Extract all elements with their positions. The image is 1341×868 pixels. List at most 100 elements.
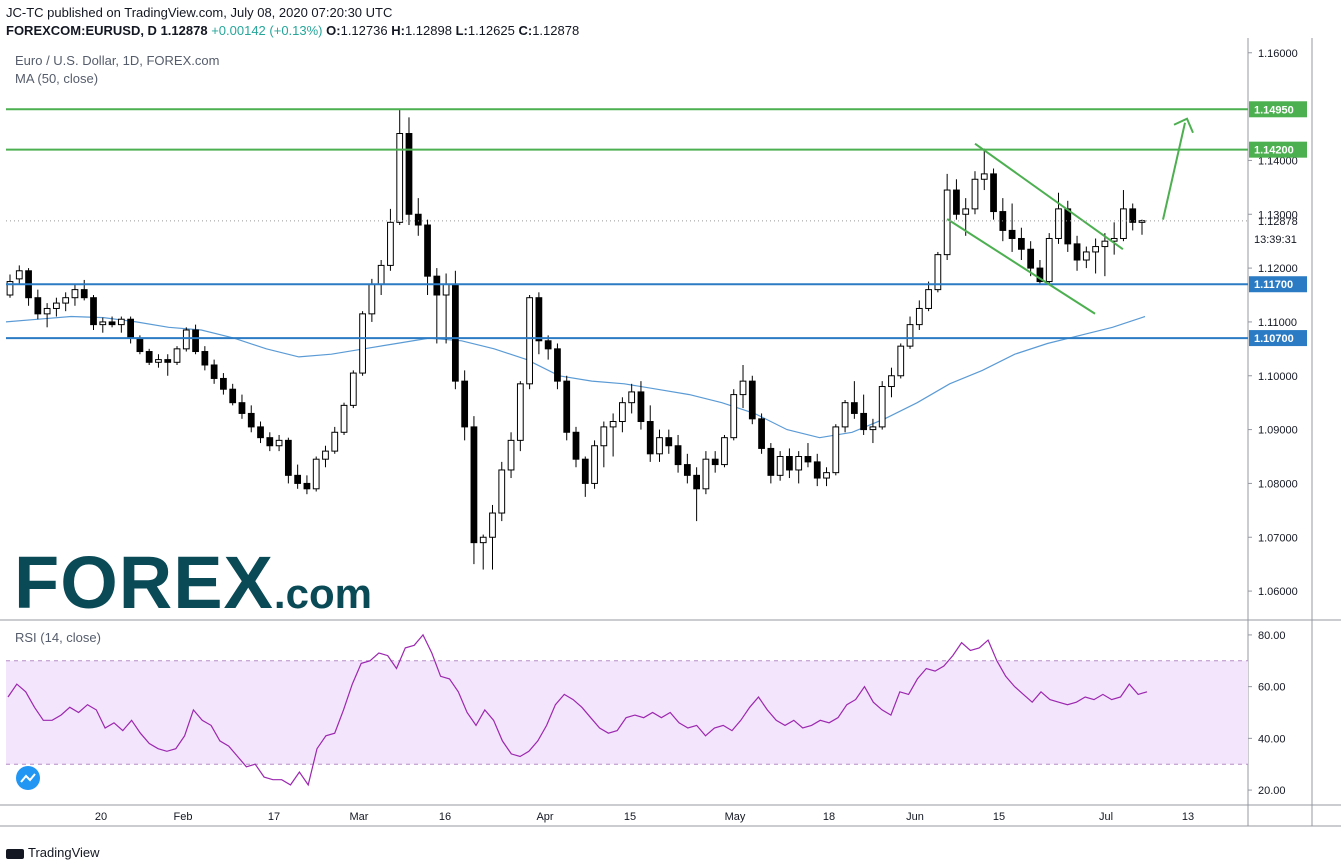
- candle-body: [15, 270, 23, 280]
- candle-body: [498, 469, 506, 514]
- time-tick-label: 17: [268, 811, 280, 823]
- candle-body: [841, 402, 849, 428]
- price-tick-label: 1.08000: [1258, 478, 1298, 490]
- candle-body: [962, 208, 970, 215]
- candle-body: [322, 450, 329, 460]
- candle-body: [693, 474, 700, 490]
- level-label: 1.10700: [1254, 333, 1294, 345]
- channel-trend-line: [974, 142, 1124, 250]
- candle-body: [489, 512, 496, 538]
- ma-legend[interactable]: MA (50, close): [15, 71, 99, 86]
- candle-body: [145, 351, 153, 363]
- candle-body: [229, 388, 237, 404]
- candle-body: [535, 297, 543, 342]
- candle-body: [1073, 243, 1081, 261]
- candle-body: [387, 221, 394, 266]
- candle-body: [813, 461, 821, 479]
- candle-body: [479, 536, 487, 544]
- candle-body: [71, 289, 79, 299]
- candle-body: [136, 337, 144, 353]
- publisher-line: JC-TC published on TradingView.com, July…: [6, 5, 393, 20]
- candle-body: [637, 391, 645, 423]
- tradingview-footer[interactable]: TradingView: [6, 845, 100, 860]
- last-price-label: 1.12878: [1258, 216, 1298, 228]
- price-tick-label: 1.13000: [1258, 209, 1298, 221]
- level-label-bg: [1249, 101, 1307, 118]
- candle-body: [173, 348, 181, 363]
- candle-body: [182, 329, 190, 350]
- tradingview-icon: [6, 848, 24, 859]
- forex-logo: FOREX.com: [14, 540, 372, 625]
- candle-body: [201, 351, 209, 366]
- candle-body: [563, 380, 571, 433]
- price-tick-label: 1.10000: [1258, 371, 1298, 383]
- candle-body: [786, 456, 793, 471]
- symbol[interactable]: FOREXCOM:EURUSD, D: [6, 23, 157, 38]
- candle-body: [405, 133, 413, 215]
- candle-body: [600, 426, 608, 447]
- candle-body: [702, 458, 710, 490]
- rsi-tick-label: 20.00: [1258, 785, 1286, 797]
- price-tick-label: 1.16000: [1258, 48, 1298, 60]
- candle-body: [730, 394, 738, 439]
- candle-body: [1018, 237, 1025, 250]
- candle-body: [748, 380, 756, 420]
- level-label-bg: [1249, 276, 1307, 293]
- candle-body: [878, 386, 886, 428]
- candle-body: [220, 377, 227, 390]
- time-tick-label: 15: [993, 811, 1005, 823]
- candle-body: [34, 297, 42, 315]
- candle-body: [396, 133, 404, 223]
- time-tick-label: 18: [823, 811, 835, 823]
- symbol-line: FOREXCOM:EURUSD, D 1.12878 +0.00142 (+0.…: [6, 23, 579, 38]
- candle-body: [980, 173, 988, 180]
- rsi-line: [7, 633, 1148, 787]
- candle-body: [461, 380, 469, 428]
- time-tick-label: May: [725, 811, 746, 823]
- level-label: 1.11700: [1254, 279, 1293, 291]
- low-label: L:: [455, 23, 468, 38]
- price-tick-label: 1.07000: [1258, 532, 1298, 544]
- candle-body: [80, 289, 88, 299]
- candle-body: [1055, 208, 1062, 239]
- time-tick-label: Feb: [174, 811, 193, 823]
- candle-body: [53, 302, 60, 309]
- candle-body: [1129, 208, 1137, 223]
- rsi-band: [6, 660, 1248, 765]
- candle-body: [758, 418, 765, 449]
- candle-body: [572, 431, 580, 460]
- candle-body: [1120, 208, 1127, 239]
- candle-body: [897, 345, 905, 377]
- candle-body: [238, 402, 246, 414]
- candle-body: [424, 224, 431, 277]
- projection-arrow-head: [1173, 117, 1194, 134]
- price-tick-label: 1.06000: [1258, 586, 1298, 598]
- candle-body: [888, 375, 895, 388]
- candle-body: [544, 340, 552, 350]
- candle-body: [312, 458, 320, 490]
- candle-body: [1064, 208, 1072, 245]
- candle-body: [303, 482, 311, 490]
- channel-trend-line: [946, 218, 1096, 315]
- candle-body: [275, 439, 283, 447]
- rsi-legend[interactable]: RSI (14, close): [15, 630, 101, 645]
- candle-body: [581, 458, 589, 484]
- candle-body: [739, 380, 747, 396]
- candle-body: [683, 464, 691, 476]
- candle-body: [990, 173, 997, 213]
- last-price: 1.12878: [160, 23, 208, 38]
- candle-body: [1036, 267, 1044, 283]
- open-label: O:: [326, 23, 341, 38]
- candle-body: [953, 189, 960, 215]
- candle-body: [609, 421, 617, 428]
- candle-body: [906, 324, 914, 347]
- candle-body: [915, 307, 923, 326]
- high-value: 1.12898: [404, 23, 452, 38]
- candle-body: [869, 426, 877, 431]
- candle-body: [665, 437, 673, 447]
- candle-body: [804, 456, 812, 463]
- candle-body: [1101, 240, 1109, 248]
- candle-body: [1008, 229, 1016, 239]
- candle-body: [266, 437, 274, 447]
